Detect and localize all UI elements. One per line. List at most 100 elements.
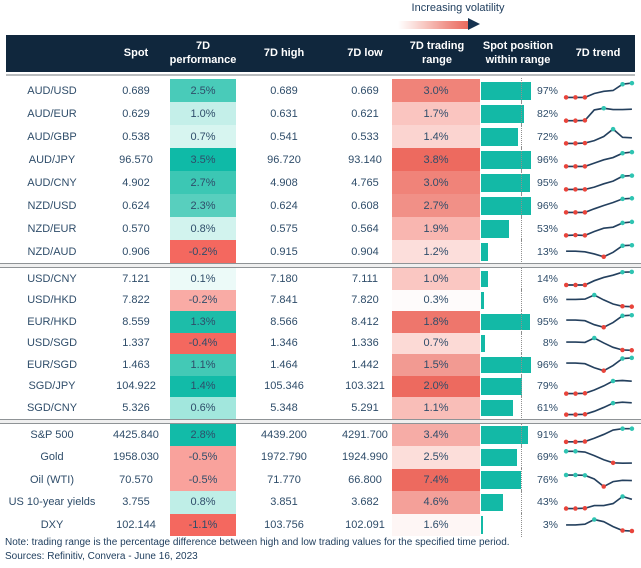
position-bar [481, 313, 531, 330]
red-dot [582, 210, 588, 215]
performance-cell: -0.2% [170, 289, 236, 311]
position-cell: 53% [481, 216, 559, 241]
instrument-label: SGD/CNY [26, 401, 78, 414]
spot-value: 1.463 [122, 358, 150, 371]
red-dot [620, 303, 625, 309]
low-value: 102.091 [345, 518, 385, 531]
spot-value: 102.144 [116, 518, 156, 531]
red-dot [573, 141, 578, 146]
low-value: 4.765 [351, 176, 379, 189]
performance-cell: 2.7% [170, 171, 236, 194]
threshold-dotted-line [521, 467, 522, 493]
low-value: 103.321 [345, 380, 385, 393]
low-value: 1.336 [351, 337, 379, 350]
volatility-gradient [398, 21, 468, 29]
red-dot [563, 506, 569, 511]
performance-cell: 0.1% [170, 268, 236, 290]
teal-dot [620, 220, 625, 226]
high-value: 1.346 [270, 337, 298, 350]
position-percent: 76% [536, 473, 558, 486]
sparkline-svg [563, 269, 635, 288]
trend-sparkline [563, 354, 635, 376]
high-value: 0.631 [270, 107, 298, 120]
trading-range-cell: 1.2% [392, 240, 480, 263]
table-group: AUD/USD 0.689 2.5% 0.689 0.669 3.0% 97% AUD/EUR… [0, 78, 641, 264]
high-value: 4.908 [270, 176, 298, 189]
red-dot [563, 141, 569, 146]
position-percent: 43% [536, 496, 558, 509]
instrument-label: Gold [40, 451, 64, 464]
table-row: Gold 1958.030 -0.5% 1972.790 1924.990 2.5% 69% [0, 445, 641, 470]
low-value: 8.412 [351, 315, 379, 328]
position-percent: 13% [536, 245, 558, 258]
red-dot [582, 390, 588, 396]
red-dot [582, 233, 588, 238]
performance-cell: 0.6% [170, 397, 236, 419]
threshold-dotted-line [521, 422, 522, 448]
threshold-dotted-line [521, 310, 522, 334]
instrument-label: DXY [40, 518, 64, 531]
position-cell: 14% [481, 267, 559, 291]
performance-cell: 2.5% [170, 79, 236, 102]
spot-value: 0.689 [122, 84, 150, 97]
red-dot [563, 390, 569, 396]
col-header-7d-trading-range: 7D trading range [409, 40, 465, 66]
instrument-label: USD/CNY [27, 272, 77, 285]
teal-dot [629, 425, 635, 431]
trend-sparkline [563, 268, 635, 290]
spot-value: 4.902 [122, 176, 150, 189]
low-value: 0.533 [351, 130, 379, 143]
trend-sparkline [563, 311, 635, 333]
high-value: 71.770 [267, 473, 301, 486]
teal-dot [629, 219, 635, 225]
low-value: 0.904 [351, 245, 379, 258]
teal-dot [563, 472, 569, 477]
position-bar [481, 127, 519, 146]
table-group: S&P 500 4425.840 2.8% 4439.200 4291.700 3.4% 9… [0, 422, 641, 538]
red-dot [563, 282, 569, 288]
position-bar [481, 270, 489, 287]
red-dot [620, 527, 625, 533]
red-dot [563, 439, 569, 444]
red-dot [582, 438, 588, 444]
position-percent: 6% [542, 294, 558, 307]
trading-range-cell: 1.9% [392, 217, 480, 240]
low-value: 7.111 [352, 272, 378, 285]
teal-dot [573, 449, 578, 454]
sparkline-svg [563, 219, 635, 238]
group-separator [0, 263, 641, 268]
sparkline-svg [563, 126, 632, 146]
position-bar [481, 173, 531, 192]
instrument-label: Oil (WTI) [30, 473, 74, 486]
position-percent: 95% [536, 176, 558, 189]
position-cell: 79% [481, 374, 559, 398]
sparkline-svg [563, 173, 635, 192]
performance-cell: -0.5% [170, 446, 236, 469]
position-percent: 69% [536, 451, 558, 464]
sparkline-svg [566, 355, 635, 373]
teal-dot [610, 126, 616, 132]
high-value: 5.348 [270, 401, 298, 414]
position-cell: 3% [481, 512, 559, 538]
sparkline-svg [563, 425, 635, 444]
red-dot [582, 187, 588, 192]
high-value: 7.180 [270, 272, 298, 285]
header-divider [6, 74, 635, 76]
instrument-label: USD/SGD [26, 337, 78, 350]
red-dot [573, 118, 578, 123]
teal-dot [629, 242, 635, 248]
table-group: USD/CNY 7.121 0.1% 7.180 7.111 1.0% 14% USD/HKD… [0, 267, 641, 420]
red-dot [563, 233, 569, 238]
spot-value: 0.570 [122, 222, 150, 235]
high-value: 0.689 [270, 84, 298, 97]
performance-cell: 0.8% [170, 491, 236, 514]
volatility-gradient-arrow [398, 18, 482, 31]
red-dot [610, 460, 616, 466]
performance-cell: 2.8% [170, 423, 236, 447]
position-cell: 96% [481, 193, 559, 218]
spot-value: 0.906 [122, 245, 150, 258]
teal-dot [629, 312, 635, 318]
red-dot [629, 347, 635, 353]
trend-sparkline [563, 491, 635, 514]
high-value: 3.851 [270, 496, 298, 509]
